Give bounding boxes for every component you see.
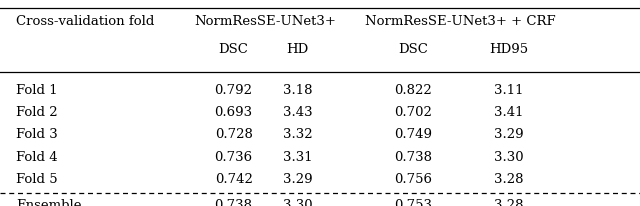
Text: 3.30: 3.30 [283, 199, 312, 206]
Text: 0.742: 0.742 [214, 172, 253, 185]
Text: 3.41: 3.41 [494, 106, 524, 119]
Text: Fold 2: Fold 2 [16, 106, 58, 119]
Text: 0.792: 0.792 [214, 83, 253, 96]
Text: 3.11: 3.11 [494, 83, 524, 96]
Text: 3.43: 3.43 [283, 106, 312, 119]
Text: 3.31: 3.31 [283, 150, 312, 163]
Text: Fold 5: Fold 5 [16, 172, 58, 185]
Text: 0.736: 0.736 [214, 150, 253, 163]
Text: Cross-validation fold: Cross-validation fold [16, 15, 154, 28]
Text: Fold 1: Fold 1 [16, 83, 58, 96]
Text: DSC: DSC [219, 43, 248, 56]
Text: HD: HD [287, 43, 308, 56]
Text: DSC: DSC [398, 43, 428, 56]
Text: 3.29: 3.29 [283, 172, 312, 185]
Text: Fold 3: Fold 3 [16, 128, 58, 140]
Text: 0.749: 0.749 [394, 128, 432, 140]
Text: Fold 4: Fold 4 [16, 150, 58, 163]
Text: 3.29: 3.29 [494, 128, 524, 140]
Text: 0.702: 0.702 [394, 106, 432, 119]
Text: 0.693: 0.693 [214, 106, 253, 119]
Text: 3.18: 3.18 [283, 83, 312, 96]
Text: HD95: HD95 [489, 43, 529, 56]
Text: NormResSE-UNet3+ + CRF: NormResSE-UNet3+ + CRF [365, 15, 556, 28]
Text: 0.753: 0.753 [394, 199, 432, 206]
Text: 0.822: 0.822 [394, 83, 431, 96]
Text: 0.738: 0.738 [394, 150, 432, 163]
Text: 3.28: 3.28 [494, 199, 524, 206]
Text: 3.30: 3.30 [494, 150, 524, 163]
Text: 3.28: 3.28 [494, 172, 524, 185]
Text: 3.32: 3.32 [283, 128, 312, 140]
Text: NormResSE-UNet3+: NormResSE-UNet3+ [195, 15, 337, 28]
Text: Ensemble: Ensemble [16, 199, 81, 206]
Text: 0.756: 0.756 [394, 172, 432, 185]
Text: 0.728: 0.728 [214, 128, 253, 140]
Text: 0.738: 0.738 [214, 199, 253, 206]
